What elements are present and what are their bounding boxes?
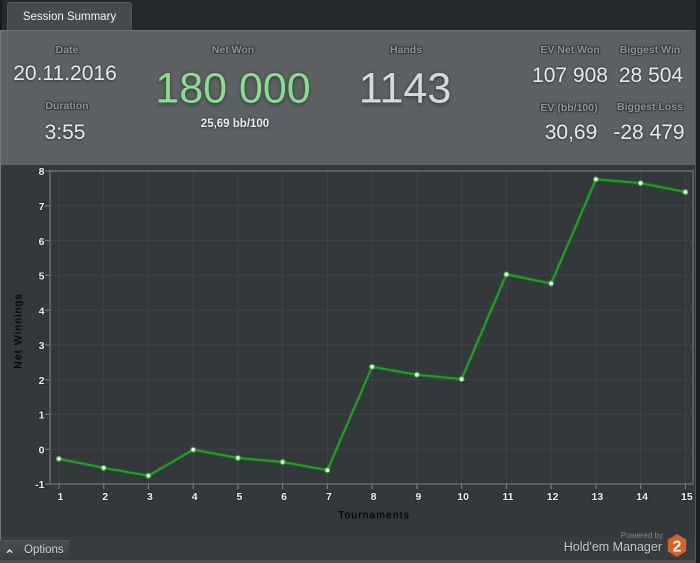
svg-text:14: 14 (636, 491, 648, 503)
svg-text:3: 3 (147, 491, 153, 503)
svg-text:6: 6 (281, 491, 287, 503)
svg-text:8: 8 (371, 491, 377, 503)
svg-text:2: 2 (39, 375, 45, 387)
svg-text:1: 1 (39, 410, 45, 422)
svg-text:13: 13 (592, 491, 604, 503)
svg-text:7: 7 (326, 491, 332, 503)
svg-text:2: 2 (102, 491, 108, 503)
svg-text:2: 2 (673, 538, 682, 555)
svg-text:-1: -1 (35, 479, 44, 491)
svg-text:4: 4 (192, 491, 198, 503)
svg-text:11: 11 (502, 491, 513, 503)
svg-text:0: 0 (39, 444, 45, 456)
svg-text:3: 3 (39, 340, 45, 352)
svg-text:6: 6 (39, 236, 45, 248)
svg-text:5: 5 (39, 271, 45, 283)
svg-text:8: 8 (39, 166, 45, 178)
svg-text:1: 1 (57, 491, 63, 503)
svg-text:15: 15 (681, 491, 693, 503)
svg-text:12: 12 (547, 491, 559, 503)
svg-text:10: 10 (457, 491, 469, 503)
svg-text:5: 5 (236, 491, 242, 503)
svg-text:4: 4 (39, 305, 45, 317)
svg-text:7: 7 (39, 201, 45, 213)
svg-text:9: 9 (415, 491, 421, 503)
